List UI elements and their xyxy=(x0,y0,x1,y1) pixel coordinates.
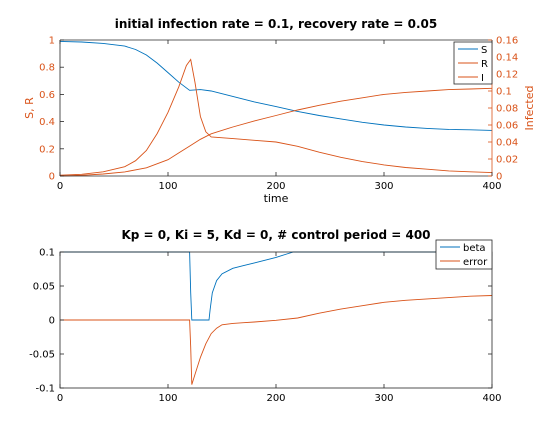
chart1-x-tick-label: 300 xyxy=(374,181,393,192)
legend-label-i: I xyxy=(481,73,484,84)
chart1-ylabel-right: Infected xyxy=(523,86,536,131)
chart2-title: Kp = 0, Ki = 5, Kd = 0, # control period… xyxy=(121,228,430,242)
chart1-plot-area: 0 100 200 300 40000.20.40.60.8100.020.040.06… xyxy=(39,36,518,193)
chart2-y-tick-label: 0 xyxy=(49,316,55,327)
chart2-y-tick-label: 0.1 xyxy=(39,248,55,259)
chart1-title: initial infection rate = 0.1, recovery r… xyxy=(115,17,437,31)
control-chart: Kp = 0, Ki = 5, Kd = 0, # control period… xyxy=(29,228,501,404)
chart1-x-tick-label: 100 xyxy=(158,181,177,192)
chart2-x-tick-label: 200 xyxy=(266,393,285,404)
chart2-x-tick-label: 300 xyxy=(374,393,393,404)
chart2-x-tick-label: 100 xyxy=(158,393,177,404)
chart1-y-tick-label-left: 0.4 xyxy=(39,117,55,128)
chart1-y-tick-label-right: 0.06 xyxy=(496,121,518,132)
series-s-line xyxy=(59,40,493,131)
chart1-y-tick-label-left: 0.8 xyxy=(39,63,55,74)
chart1-xlabel: time xyxy=(264,192,289,205)
chart1-y-tick-label-right: 0 xyxy=(496,172,502,183)
chart1-y-tick-label-right: 0.02 xyxy=(496,155,518,166)
series-r-line xyxy=(59,87,493,177)
chart1-legend: S R I xyxy=(453,41,493,85)
chart1-y-tick-label-left: 1 xyxy=(49,36,55,47)
chart1-y-tick-label-right: 0.12 xyxy=(496,70,518,81)
legend-label-error: error xyxy=(463,257,488,268)
chart2-y-tick-label: -0.05 xyxy=(29,350,55,361)
chart1-y-tick-label-left: 0.6 xyxy=(39,90,55,101)
chart2-x-tick-label: 400 xyxy=(482,393,501,404)
series-error-line xyxy=(60,295,493,385)
series-i-line xyxy=(59,58,493,176)
chart1-y-tick-label-left: 0 xyxy=(49,172,55,183)
chart1-y-tick-label-right: 0.08 xyxy=(496,104,518,115)
chart1-y-tick-label-right: 0.16 xyxy=(496,36,518,47)
chart2-y-tick-label: -0.1 xyxy=(35,384,55,395)
chart2-x-tick-label: 0 xyxy=(57,393,63,404)
legend-label-beta: beta xyxy=(463,243,486,254)
chart1-y-tick-label-left: 0.2 xyxy=(39,144,55,155)
legend-label-s: S xyxy=(481,45,487,56)
chart1-x-tick-label: 400 xyxy=(482,181,501,192)
chart1-x-tick-label: 0 xyxy=(57,181,63,192)
chart1-ylabel-left: S, R xyxy=(23,97,36,119)
sir-chart: initial infection rate = 0.1, recovery r… xyxy=(23,17,536,205)
chart1-y-tick-label-right: 0.14 xyxy=(496,53,518,64)
chart2-legend-box xyxy=(435,239,493,270)
series-beta-line xyxy=(60,251,492,321)
chart1-y-tick-label-right: 0.1 xyxy=(496,87,512,98)
chart2-y-tick-label: 0.05 xyxy=(33,282,55,293)
chart1-x-tick-label: 200 xyxy=(266,181,285,192)
chart1-y-tick-label-right: 0.04 xyxy=(496,138,518,149)
legend-label-r: R xyxy=(481,59,488,70)
chart2-plot-area: 0 100 200 300 400 -0.1 -0.05 0 0.05 0.1 xyxy=(29,248,501,405)
chart2-legend: beta error xyxy=(435,239,493,270)
